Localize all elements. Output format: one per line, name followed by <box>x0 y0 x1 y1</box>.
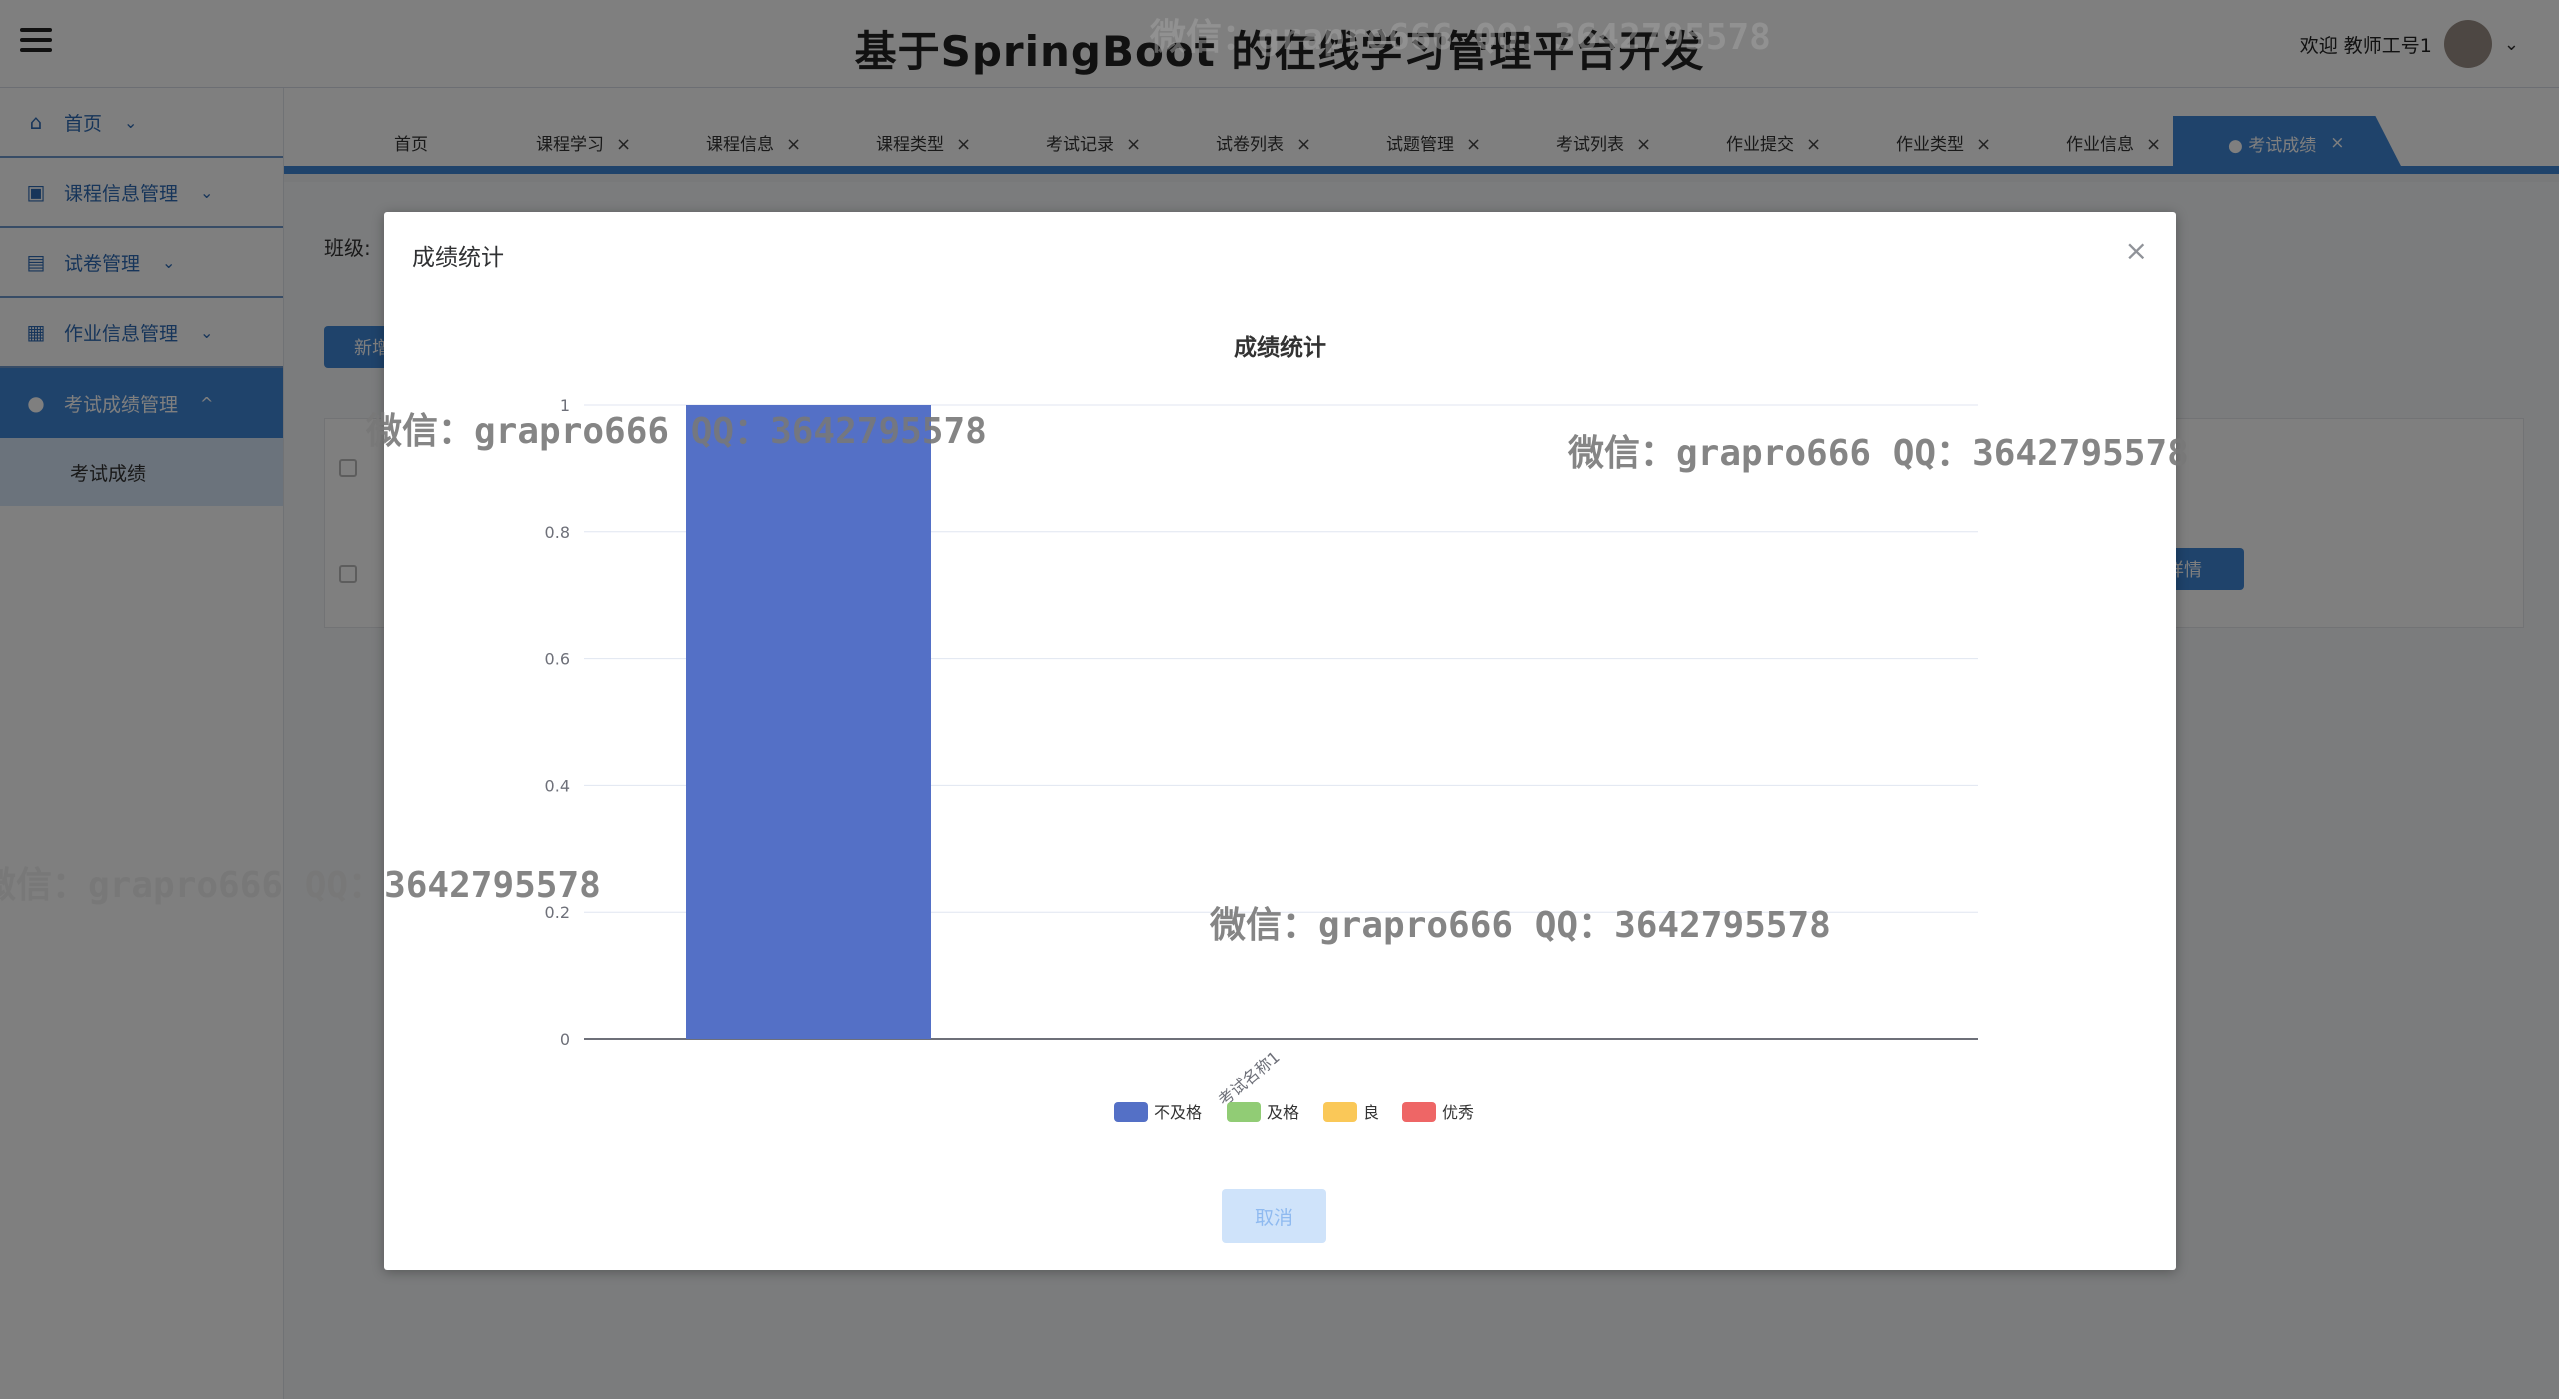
score-bar-chart: 0 0.2 0.4 0.6 0.8 1 考试名称1 不及格 及格 良 优秀 <box>545 396 1978 1122</box>
y-tick-label: 0 <box>560 1030 570 1049</box>
dialog-title: 成绩统计 <box>412 245 504 271</box>
close-icon[interactable]: × <box>2124 234 2148 267</box>
watermark-text: 微信：grapro666 QQ：3642795578 <box>1568 433 2189 474</box>
legend-label: 不及格 <box>1154 1103 1202 1122</box>
legend-swatch <box>1323 1102 1357 1122</box>
watermark-text: 微信：grapro666 QQ：3642795578 <box>1150 17 1771 58</box>
watermark-text: 微信：grapro666 QQ：3642795578 <box>1210 905 1831 946</box>
legend-label: 优秀 <box>1442 1103 1474 1122</box>
y-tick-label: 0.8 <box>545 523 570 542</box>
cancel-button[interactable]: 取消 <box>1222 1189 1326 1243</box>
legend-label: 及格 <box>1267 1103 1299 1122</box>
legend-swatch <box>1402 1102 1436 1122</box>
chart-title: 成绩统计 <box>1234 335 1326 361</box>
score-stats-dialog: 成绩统计 × 成绩统计 0 0.2 0.4 0.6 0.8 1 考试名称1 不及格 及格良优秀 … <box>384 212 2176 1270</box>
watermark-text: 微信：grapro666 QQ：3642795578 <box>0 865 601 906</box>
y-tick-label: 0.4 <box>545 776 570 795</box>
watermark-text: 微信：grapro666 QQ：3642795578 <box>366 411 987 452</box>
y-tick-label: 0.6 <box>545 650 570 669</box>
x-tick-label: 考试名称1 <box>1215 1048 1284 1110</box>
y-tick-label: 1 <box>560 396 570 415</box>
y-tick-label: 0.2 <box>545 903 570 922</box>
legend-swatch <box>1114 1102 1148 1122</box>
legend-label: 良 <box>1363 1103 1379 1122</box>
legend-swatch <box>1227 1102 1261 1122</box>
bar-不及格 <box>686 405 931 1039</box>
